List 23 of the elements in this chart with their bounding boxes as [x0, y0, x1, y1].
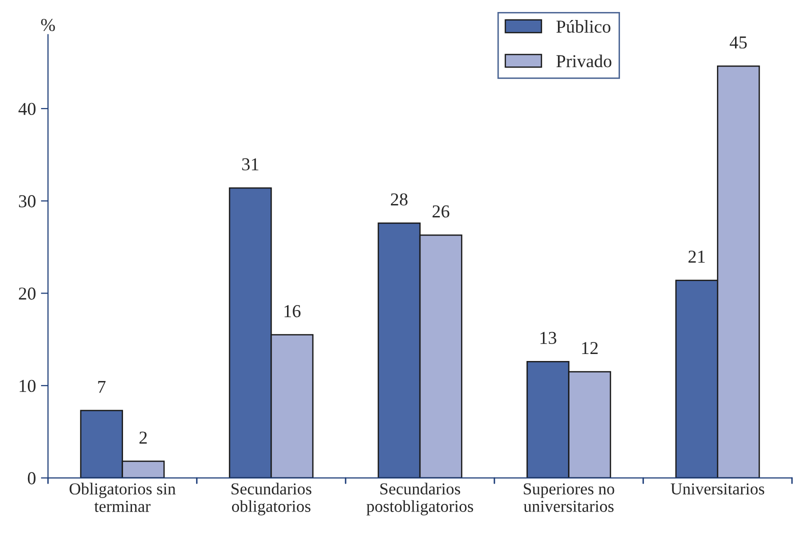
legend-label: Privado — [556, 54, 612, 68]
y-tick-label: 30 — [19, 195, 36, 208]
data-label: 31 — [242, 158, 258, 170]
x-tick-label: Obligatorios sin terminar — [70, 482, 176, 512]
data-label: 7 — [98, 380, 106, 393]
y-tick-label: 0 — [28, 472, 36, 484]
data-label: 12 — [582, 342, 598, 354]
x-tick-label: Secundarios postobligatorios — [366, 482, 474, 516]
y-axis-title: % — [41, 18, 55, 32]
data-label: 2 — [140, 432, 147, 444]
data-label: 16 — [284, 305, 301, 318]
x-tick-label: Secundarios obligatorios — [232, 482, 312, 516]
x-tick-label: Superiores no universitarios — [524, 483, 614, 512]
data-label: 13 — [540, 332, 556, 344]
data-label: 26 — [432, 205, 450, 218]
data-label: 28 — [390, 193, 408, 206]
data-label: 45 — [730, 36, 747, 49]
y-tick-label: 10 — [20, 380, 36, 392]
y-tick-label: 20 — [18, 288, 36, 300]
x-tick-label: Universitarios — [670, 483, 764, 495]
data-label: 21 — [688, 250, 705, 263]
y-tick-label: 40 — [18, 102, 36, 116]
legend-label: Público — [556, 20, 610, 33]
